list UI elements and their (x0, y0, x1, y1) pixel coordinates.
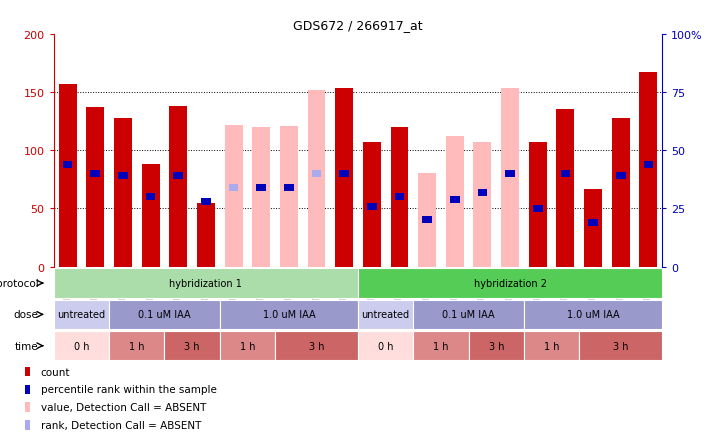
Bar (422, 217, 432, 224)
Text: 1 h: 1 h (240, 341, 255, 351)
FancyBboxPatch shape (54, 269, 358, 298)
Bar (228, 184, 238, 191)
Text: rank, Detection Call = ABSENT: rank, Detection Call = ABSENT (41, 420, 201, 430)
Bar (59, 85, 77, 267)
FancyBboxPatch shape (109, 331, 165, 361)
Text: 3 h: 3 h (613, 341, 629, 351)
Bar (644, 161, 654, 168)
Bar (225, 125, 243, 267)
Text: hybridization 1: hybridization 1 (170, 279, 242, 288)
Bar (473, 143, 491, 267)
Bar (446, 137, 464, 267)
FancyBboxPatch shape (220, 300, 358, 329)
FancyBboxPatch shape (413, 331, 469, 361)
Title: GDS672 / 266917_at: GDS672 / 266917_at (293, 19, 423, 32)
Text: 0.1 uM IAA: 0.1 uM IAA (138, 310, 190, 319)
FancyBboxPatch shape (220, 331, 275, 361)
Bar (142, 165, 160, 267)
Bar (24, 402, 30, 412)
Text: untreated: untreated (362, 310, 410, 319)
Text: 1.0 uM IAA: 1.0 uM IAA (263, 310, 315, 319)
Text: 3 h: 3 h (488, 341, 504, 351)
Bar (335, 89, 353, 267)
Text: count: count (41, 367, 70, 377)
FancyBboxPatch shape (109, 300, 220, 329)
Bar (284, 184, 294, 191)
Bar (62, 161, 72, 168)
FancyBboxPatch shape (358, 300, 413, 329)
Bar (616, 173, 626, 180)
Bar (533, 205, 543, 212)
Text: time: time (15, 341, 39, 351)
Text: protocol: protocol (0, 279, 39, 288)
FancyBboxPatch shape (275, 331, 358, 361)
FancyBboxPatch shape (469, 331, 524, 361)
Bar (118, 173, 127, 180)
Bar (529, 143, 547, 267)
Bar (90, 171, 100, 178)
FancyBboxPatch shape (358, 269, 662, 298)
Bar (561, 171, 571, 178)
Text: 1 h: 1 h (544, 341, 559, 351)
Bar (201, 198, 211, 205)
Bar (611, 118, 630, 267)
Bar (173, 173, 183, 180)
Bar (478, 189, 488, 196)
FancyBboxPatch shape (54, 300, 109, 329)
Bar (339, 171, 349, 178)
Text: untreated: untreated (57, 310, 105, 319)
Bar (450, 196, 460, 203)
Bar (252, 128, 270, 267)
Bar (307, 90, 326, 267)
Bar (86, 108, 105, 267)
FancyBboxPatch shape (524, 300, 662, 329)
Bar (589, 219, 598, 226)
Text: 0 h: 0 h (378, 341, 393, 351)
Bar (501, 89, 519, 267)
Text: dose: dose (14, 310, 39, 319)
Text: 1.0 uM IAA: 1.0 uM IAA (567, 310, 619, 319)
Bar (24, 385, 30, 395)
Text: hybridization 2: hybridization 2 (474, 279, 546, 288)
Bar (584, 189, 602, 267)
Bar (280, 126, 298, 267)
Text: 0.1 uM IAA: 0.1 uM IAA (442, 310, 495, 319)
Bar (24, 367, 30, 377)
Text: value, Detection Call = ABSENT: value, Detection Call = ABSENT (41, 402, 206, 412)
FancyBboxPatch shape (413, 300, 524, 329)
Bar (256, 184, 266, 191)
Text: 3 h: 3 h (184, 341, 200, 351)
Bar (145, 194, 155, 201)
FancyBboxPatch shape (579, 331, 662, 361)
Bar (114, 118, 132, 267)
FancyBboxPatch shape (165, 331, 220, 361)
Text: percentile rank within the sample: percentile rank within the sample (41, 385, 216, 395)
Bar (395, 194, 405, 201)
Bar (390, 128, 409, 267)
Bar (363, 143, 381, 267)
Text: 0 h: 0 h (74, 341, 89, 351)
Bar (169, 107, 187, 267)
Bar (639, 73, 657, 267)
Text: 1 h: 1 h (129, 341, 145, 351)
Bar (311, 171, 321, 178)
Bar (505, 171, 515, 178)
FancyBboxPatch shape (54, 331, 109, 361)
Bar (24, 420, 30, 430)
Bar (197, 203, 215, 267)
Bar (418, 174, 436, 267)
Text: 1 h: 1 h (433, 341, 449, 351)
FancyBboxPatch shape (524, 331, 579, 361)
Text: 3 h: 3 h (309, 341, 324, 351)
FancyBboxPatch shape (358, 331, 413, 361)
Bar (556, 110, 574, 267)
Bar (367, 203, 377, 210)
